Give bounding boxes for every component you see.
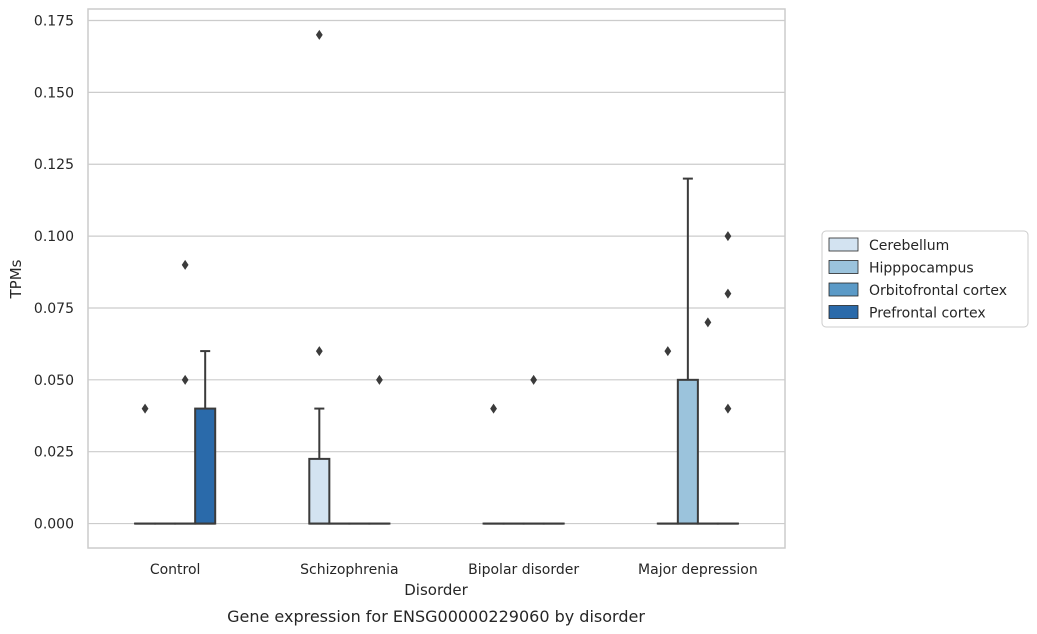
legend-label: Prefrontal cortex xyxy=(869,306,986,322)
y-axis-ticks: 0.000 0.025 0.050 0.075 0.100 0.125 0.150 0.175 xyxy=(34,13,74,532)
box-orbitofrontal-cortex xyxy=(522,374,545,525)
legend-label: Orbitofrontal cortex xyxy=(869,283,1007,299)
legend-frame xyxy=(821,230,1029,328)
y-tick-label: 0.025 xyxy=(34,445,74,461)
box-plots xyxy=(134,29,739,525)
y-tick-label: 0.100 xyxy=(34,229,74,245)
legend-swatch xyxy=(828,305,859,319)
outlier-point xyxy=(724,231,732,242)
x-tick-label: Schizophrenia xyxy=(300,562,398,578)
legend: Cerebellum Hipppocampus Orbitofrontal cort… xyxy=(821,230,1029,328)
box-prefrontal-cortex xyxy=(716,231,739,525)
outlier-point xyxy=(376,374,383,385)
outlier-point xyxy=(181,259,189,270)
box xyxy=(308,457,331,525)
outlier-point xyxy=(315,346,323,357)
outlier-point xyxy=(724,403,732,414)
y-tick-label: 0.075 xyxy=(34,301,74,317)
y-tick-label: 0.150 xyxy=(34,85,74,101)
legend-swatch xyxy=(828,260,859,274)
outlier-point xyxy=(141,403,149,414)
legend-swatch xyxy=(828,282,859,297)
outlier-point xyxy=(724,288,732,299)
y-tick-label: 0.125 xyxy=(34,157,74,173)
box xyxy=(676,378,699,525)
outlier-point xyxy=(315,29,323,40)
chart-caption: Gene expression for ENSG00000229060 by d… xyxy=(227,607,645,626)
legend-label: Hipppocampus xyxy=(869,261,974,277)
box-cerebellum xyxy=(482,403,505,525)
box-cerebellum xyxy=(656,346,679,525)
x-axis-label: Disorder xyxy=(404,581,468,599)
outlier-point xyxy=(181,374,189,385)
y-tick-label: 0.175 xyxy=(34,13,74,29)
y-tick-label: 0.050 xyxy=(34,373,74,389)
box-cerebellum xyxy=(308,29,331,525)
x-axis-ticks: Control Schizophrenia Bipolar disorder Majo… xyxy=(150,562,758,578)
box-cerebellum xyxy=(134,403,157,525)
x-tick-label: Bipolar disorder xyxy=(468,562,579,578)
x-tick-label: Control xyxy=(150,562,201,578)
box-orbitofrontal-cortex xyxy=(174,259,197,525)
outlier-point xyxy=(490,403,497,414)
x-tick-label: Major depression xyxy=(638,562,758,578)
outlier-point xyxy=(530,374,538,385)
box-hipppocampus xyxy=(676,177,699,525)
y-tick-label: 0.000 xyxy=(34,517,74,533)
box xyxy=(194,407,217,525)
box-prefrontal-cortex xyxy=(194,350,217,525)
y-axis-label: TPMs xyxy=(7,259,25,299)
legend-label: Cerebellum xyxy=(869,238,949,254)
box-orbitofrontal-cortex xyxy=(696,317,719,525)
outlier-point xyxy=(664,346,672,357)
box-prefrontal-cortex xyxy=(368,374,391,525)
legend-swatch xyxy=(828,237,859,252)
plot-frame xyxy=(87,8,786,549)
outlier-point xyxy=(704,317,712,328)
